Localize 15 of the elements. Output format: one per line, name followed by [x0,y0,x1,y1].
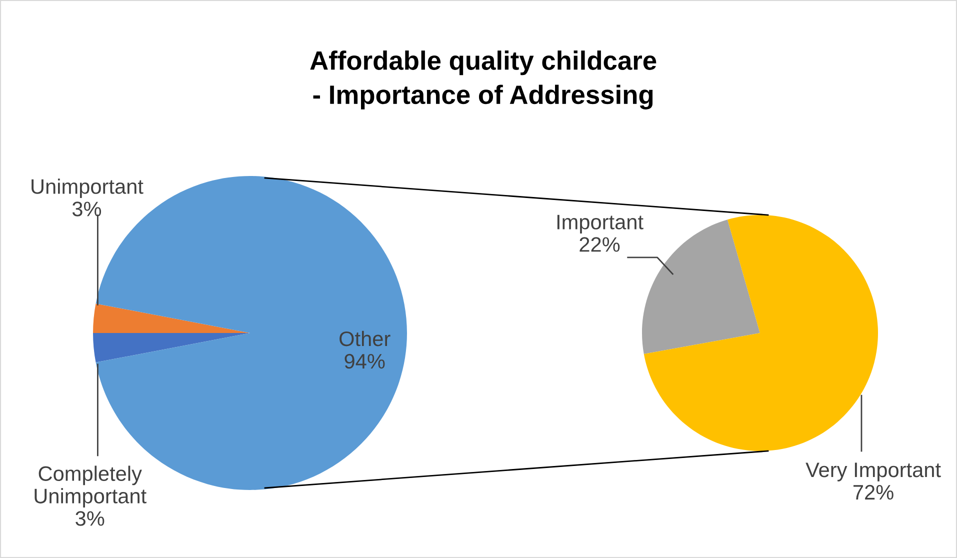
data-label: 94% [344,354,385,369]
text: Affordable quality childcare - Importance of Addressing [310,50,656,110]
data-label: 22% [580,237,620,252]
slice-label: Unimportant [32,178,144,198]
slice-label: Other [340,330,390,346]
slice-label: Very Important [806,462,941,482]
pie-slice [93,304,250,333]
data-label: 3% [76,511,104,526]
slice-label: Important [557,214,644,234]
slice-label: Completely Unimportant [34,466,146,508]
pie-slice [93,333,250,362]
pie-slice [644,215,878,451]
data-label: 3% [72,202,102,216]
pie-slice [642,220,760,354]
data-label: 72% [854,484,894,500]
